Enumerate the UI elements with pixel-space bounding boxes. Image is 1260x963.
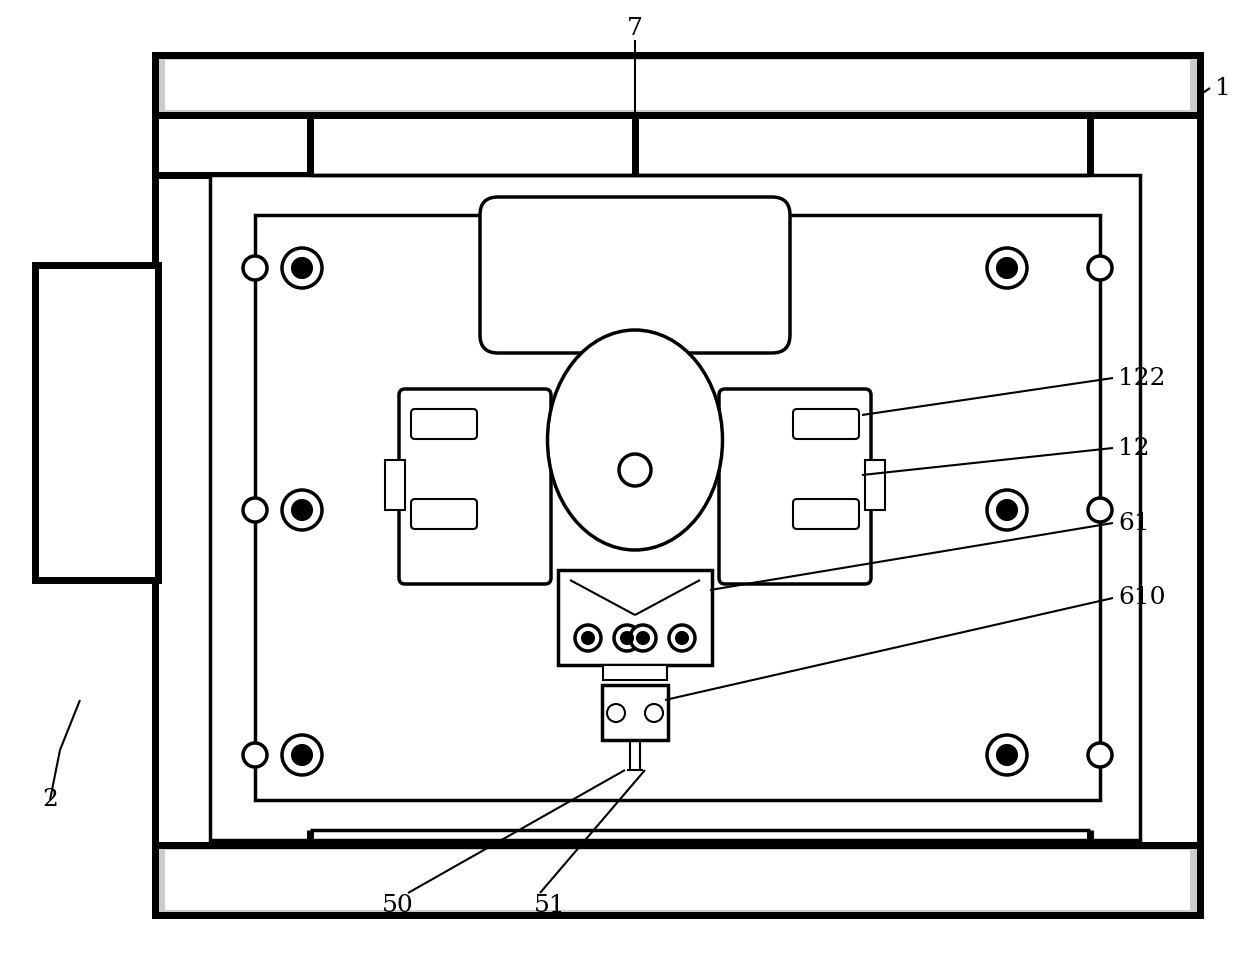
Circle shape [282, 490, 323, 530]
Bar [558, 570, 712, 665]
Text: 50: 50 [382, 894, 413, 917]
Text: 51: 51 [534, 894, 566, 917]
Circle shape [1087, 743, 1113, 767]
FancyBboxPatch shape [793, 409, 859, 439]
Bar [866, 460, 885, 510]
Text: 122: 122 [1118, 367, 1166, 389]
Bar [602, 685, 668, 740]
Circle shape [638, 632, 649, 644]
Text: 61: 61 [1118, 511, 1149, 534]
Circle shape [607, 704, 625, 722]
FancyBboxPatch shape [480, 197, 790, 353]
Bar [35, 265, 158, 580]
FancyBboxPatch shape [411, 499, 478, 529]
Bar [165, 850, 1189, 910]
Bar [210, 175, 1140, 840]
Circle shape [997, 258, 1017, 278]
Circle shape [282, 735, 323, 775]
Circle shape [621, 632, 633, 644]
Bar [155, 115, 310, 175]
Circle shape [1087, 498, 1113, 522]
Circle shape [630, 625, 656, 651]
Circle shape [987, 490, 1027, 530]
Circle shape [575, 625, 601, 651]
Ellipse shape [548, 330, 722, 550]
Circle shape [1087, 256, 1113, 280]
Circle shape [292, 745, 312, 765]
Text: 610: 610 [1118, 586, 1166, 610]
Circle shape [669, 625, 696, 651]
Text: 2: 2 [42, 789, 58, 812]
Circle shape [645, 704, 663, 722]
Circle shape [243, 256, 267, 280]
Bar [155, 845, 1200, 915]
Text: 1: 1 [1215, 76, 1231, 99]
Circle shape [997, 745, 1017, 765]
FancyBboxPatch shape [411, 409, 478, 439]
Bar [604, 665, 667, 680]
Circle shape [987, 735, 1027, 775]
FancyBboxPatch shape [719, 389, 871, 584]
Text: 12: 12 [1118, 436, 1149, 459]
Bar [255, 215, 1100, 800]
Bar [155, 115, 1200, 845]
Circle shape [243, 498, 267, 522]
Text: 7: 7 [627, 16, 643, 39]
Circle shape [292, 258, 312, 278]
Circle shape [619, 454, 651, 486]
Bar [165, 60, 1189, 110]
FancyBboxPatch shape [793, 499, 859, 529]
Circle shape [614, 625, 640, 651]
Circle shape [567, 260, 583, 276]
Circle shape [292, 500, 312, 520]
Circle shape [677, 632, 688, 644]
Circle shape [582, 632, 593, 644]
Bar [155, 55, 1200, 115]
Circle shape [243, 743, 267, 767]
Circle shape [997, 500, 1017, 520]
Bar [386, 460, 404, 510]
Circle shape [987, 248, 1027, 288]
FancyBboxPatch shape [399, 389, 551, 584]
Circle shape [282, 248, 323, 288]
Circle shape [651, 260, 668, 276]
